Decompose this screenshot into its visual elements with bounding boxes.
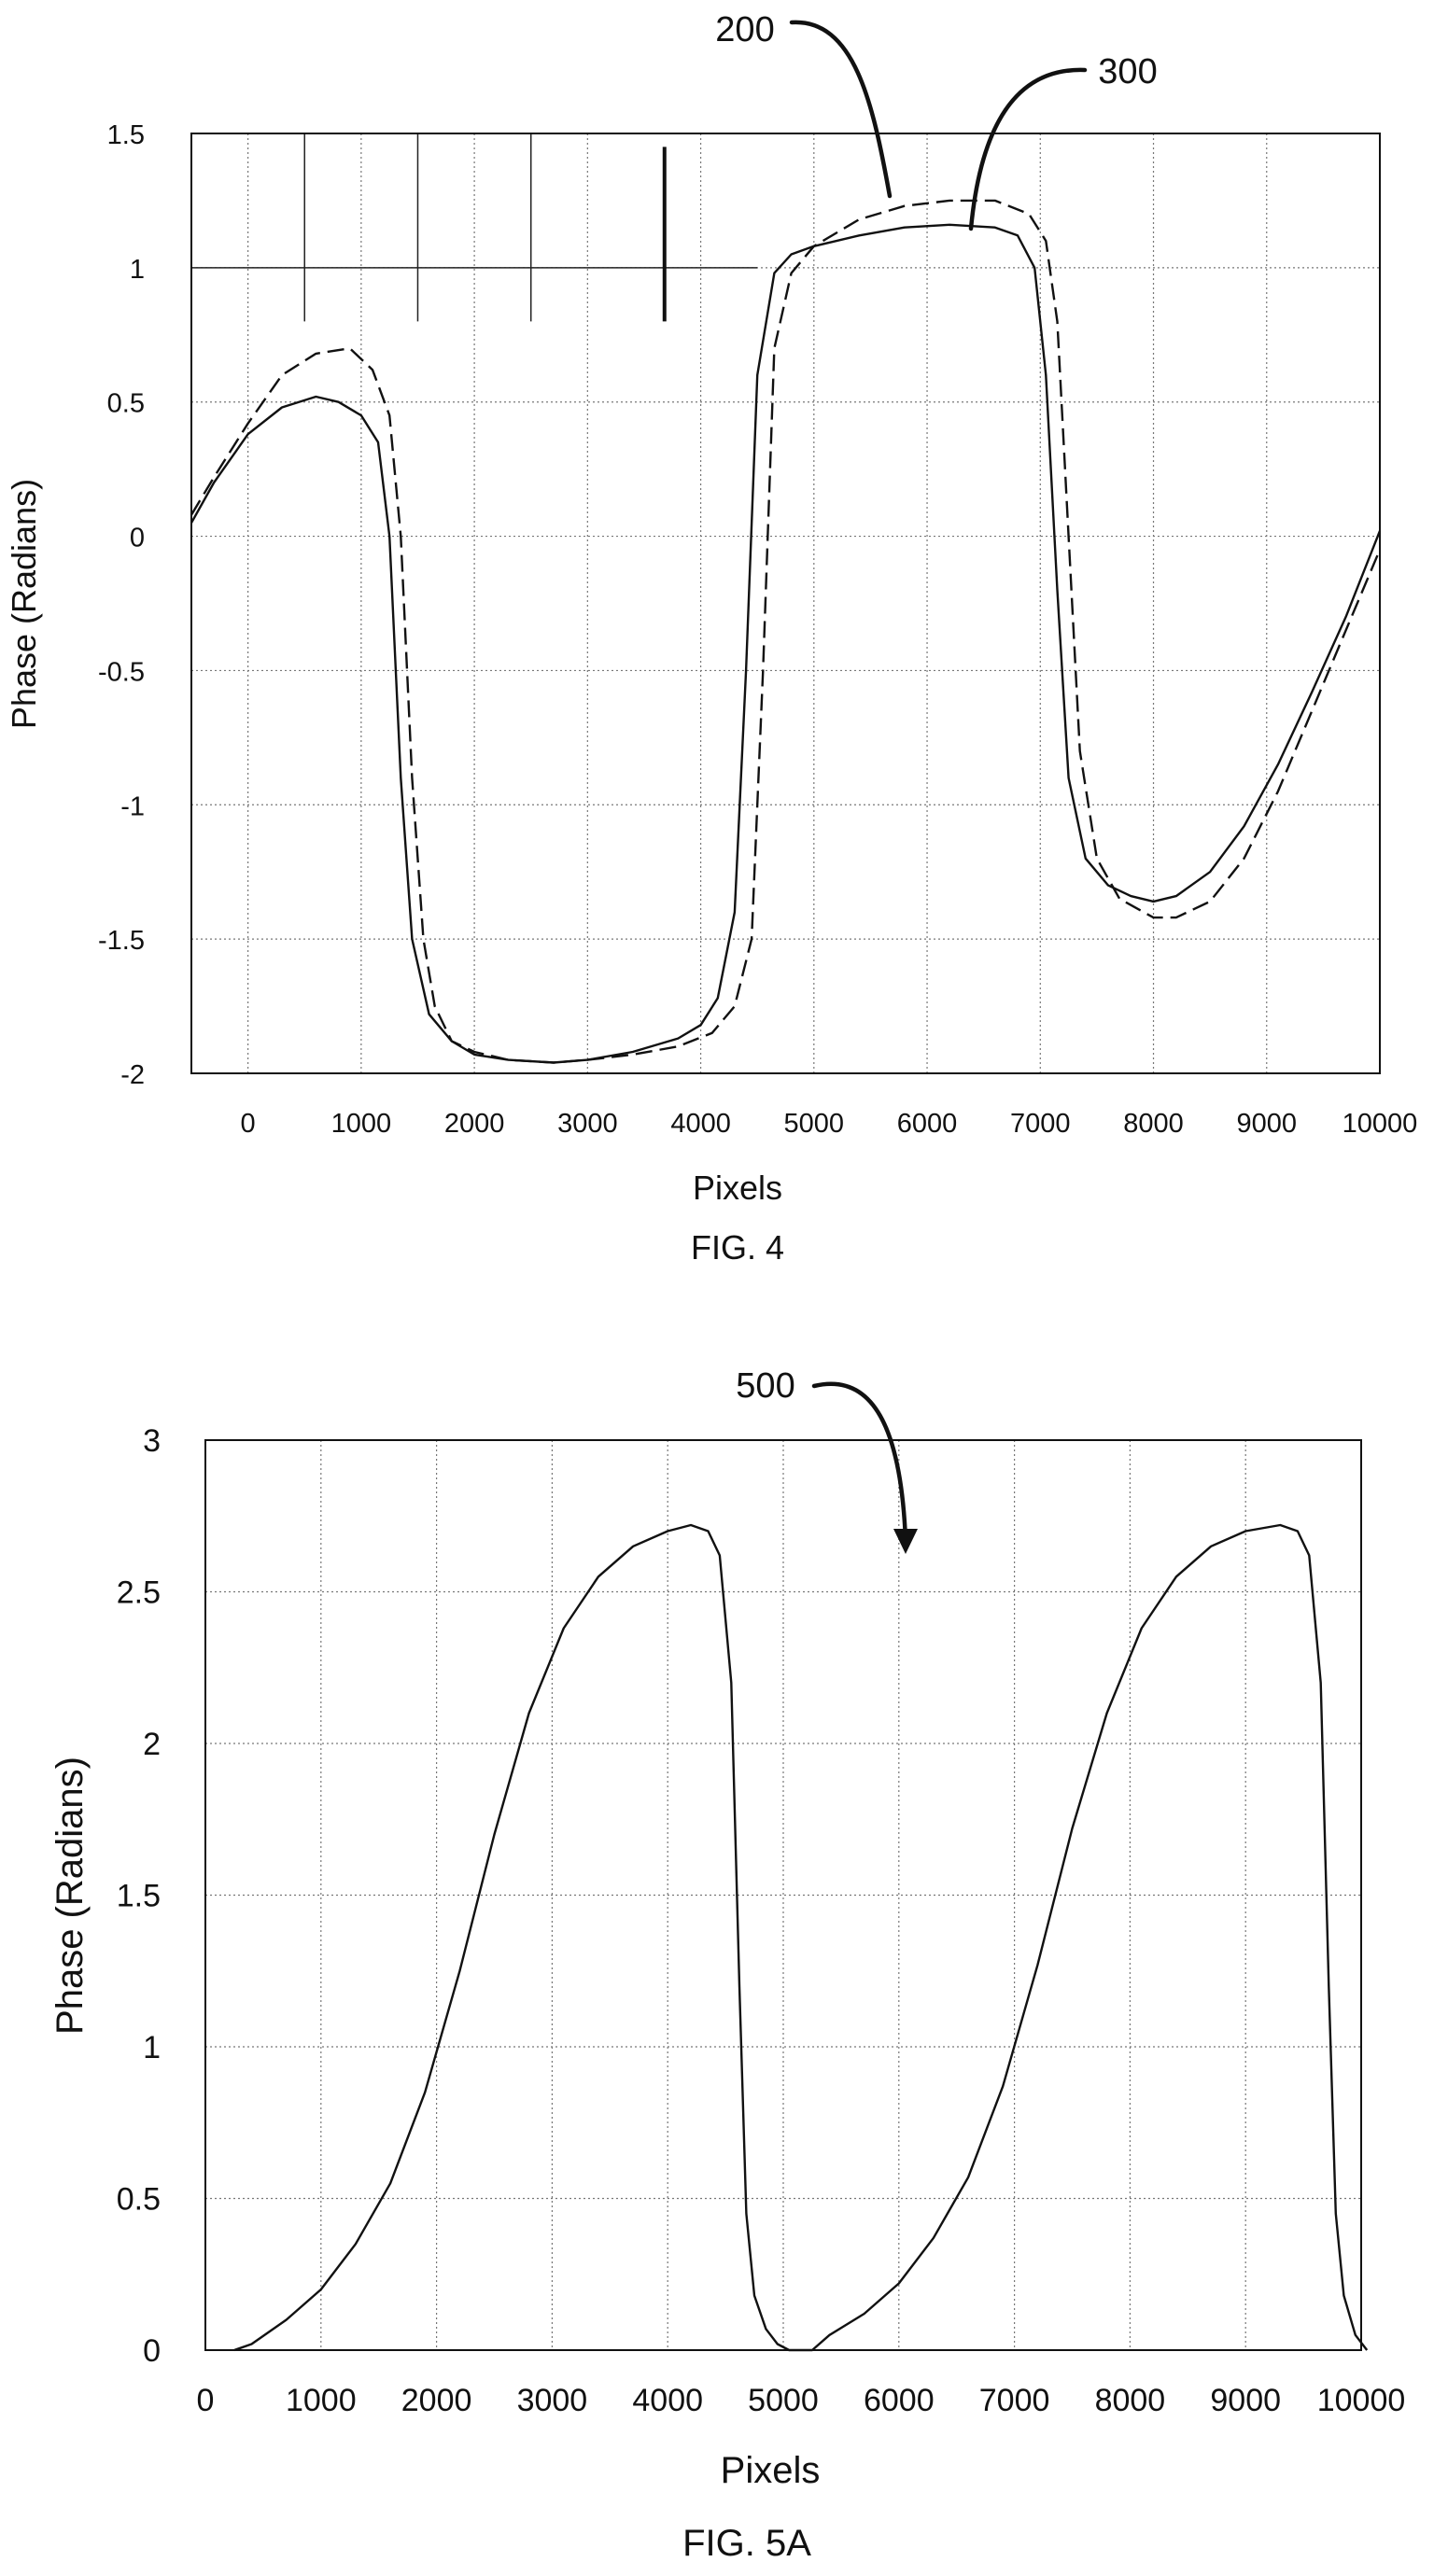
x-tick-label: 3000: [517, 2383, 588, 2418]
x-tick-label: 4000: [632, 2383, 703, 2418]
x-tick-label: 5000: [748, 2383, 819, 2418]
y-tick-label: -0.5: [98, 657, 145, 687]
y-tick-label: 2: [143, 1727, 161, 1762]
leader-line: [811, 1381, 908, 1543]
figure-caption: FIG. 4: [691, 1228, 784, 1267]
ref-label-200: 200: [715, 10, 774, 49]
x-tick-label: 8000: [1095, 2383, 1166, 2418]
y-tick-label: 1.5: [107, 120, 145, 150]
series-line: [190, 223, 1382, 1064]
arrowhead: [893, 1529, 918, 1554]
y-tick-label: 2.5: [117, 1575, 161, 1611]
x-tick-label: 10000: [1343, 1109, 1418, 1139]
fig-4-chart: 0 1000 2000 3000 4000 5000 6000 7000 8000 9000 100…: [5, 10, 1417, 1267]
x-tick-label: 2000: [401, 2383, 472, 2418]
series-line-dashed: [190, 199, 1382, 1064]
y-tick-label: -1.5: [98, 926, 145, 956]
x-tick-label: 9000: [1210, 2383, 1281, 2418]
figure-caption: FIG. 5A: [682, 2523, 811, 2564]
y-axis-title: Phase (Radians): [5, 479, 43, 729]
x-tick-label: 0: [241, 1109, 256, 1139]
x-tick-label: 7000: [979, 2383, 1050, 2418]
y-axis-title: Phase (Radians): [49, 1757, 91, 2035]
x-tick-label: 1000: [331, 1109, 392, 1139]
plot-frame: [190, 133, 1381, 1074]
ref-label-300: 300: [1098, 52, 1157, 91]
x-tick-label: 8000: [1123, 1109, 1184, 1139]
x-tick-label: 6000: [897, 1109, 958, 1139]
x-tick-label: 7000: [1010, 1109, 1071, 1139]
x-axis-title: Pixels: [693, 1169, 782, 1207]
x-axis-title: Pixels: [721, 2450, 821, 2491]
ref-label-500: 500: [736, 1366, 794, 1406]
y-tick-label: 3: [143, 1423, 161, 1459]
fig-5a-chart: 0 1000 2000 3000 4000 5000 6000 7000 8000 9000 100…: [49, 1366, 1405, 2564]
y-tick-label: -2: [120, 1060, 145, 1090]
leader-line: [968, 67, 1088, 231]
x-tick-label: 6000: [864, 2383, 935, 2418]
y-tick-label: 1.5: [117, 1879, 161, 1914]
y-tick-label: 1: [143, 2030, 161, 2065]
plot-frame: [204, 1439, 1362, 2351]
y-tick-label: 0.5: [117, 2182, 161, 2218]
x-tick-label: 5000: [784, 1109, 845, 1139]
x-tick-label: 2000: [444, 1109, 505, 1139]
x-tick-label: 0: [197, 2383, 215, 2418]
x-tick-label: 3000: [557, 1109, 618, 1139]
x-tick-label: 10000: [1317, 2383, 1406, 2418]
leader-line: [789, 20, 893, 199]
y-tick-label: 0: [130, 524, 145, 553]
y-tick-label: 0: [143, 2333, 161, 2369]
x-tick-label: 1000: [286, 2383, 357, 2418]
x-tick-label: 4000: [670, 1109, 731, 1139]
y-tick-label: 0.5: [107, 389, 145, 419]
x-tick-label: 9000: [1237, 1109, 1298, 1139]
y-tick-label: 1: [130, 255, 145, 285]
y-tick-label: -1: [120, 791, 145, 821]
series-line: [233, 1523, 1369, 2352]
